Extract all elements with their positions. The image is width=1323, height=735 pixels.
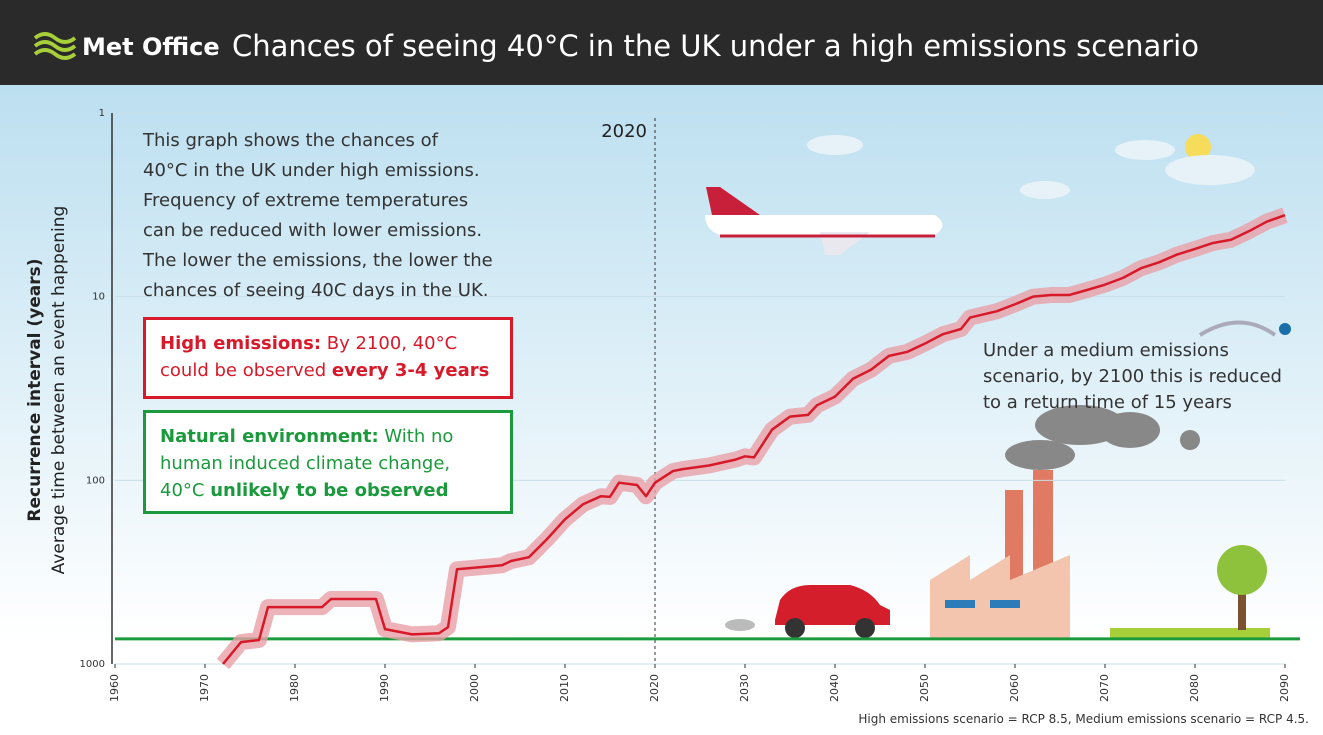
x-tick-label: 2010 — [558, 674, 571, 702]
x-tick-label: 2000 — [468, 674, 481, 702]
natural-box: Natural environment: With no human induc… — [143, 410, 513, 514]
note-line: Under a medium emissions — [983, 338, 1313, 364]
page: Met Office Chances of seeing 40°C in the… — [0, 0, 1323, 735]
description-line: can be reduced with lower emissions. — [143, 216, 533, 246]
x-tick-label: 2080 — [1188, 674, 1201, 702]
x-tick-label: 1960 — [108, 674, 121, 702]
x-tick-label: 1970 — [198, 674, 211, 702]
y-tick-label: 1 — [99, 108, 105, 119]
marker-label: 2020 — [601, 121, 647, 142]
medium-point — [1279, 323, 1291, 335]
x-tick-label: 2060 — [1008, 674, 1021, 702]
x-tick-label: 2030 — [738, 674, 751, 702]
logo-text: Met Office — [82, 33, 220, 61]
x-tick-label: 2050 — [918, 674, 931, 702]
description-line: chances of seeing 40C days in the UK. — [143, 276, 533, 306]
note-line: scenario, by 2100 this is reduced — [983, 364, 1313, 390]
high-box: High emissions: By 2100, 40°C could be o… — [143, 317, 513, 399]
description-line: Frequency of extreme temperatures — [143, 186, 533, 216]
box-text: unlikely to be observed — [210, 480, 448, 501]
x-tick-label: 2090 — [1278, 674, 1291, 702]
description-line: This graph shows the chances of — [143, 126, 533, 156]
note-line: to a return time of 15 years — [983, 390, 1313, 416]
y-axis-title: Recurrence interval (years) — [25, 258, 45, 521]
description-line: 40°C in the UK under high emissions. — [143, 156, 533, 186]
x-tick-label: 2070 — [1098, 674, 1111, 702]
y-axis-subtitle: Average time between an event happening — [49, 206, 69, 575]
x-tick-label: 2040 — [828, 674, 841, 702]
box-text: every 3-4 years — [332, 360, 490, 381]
footnote: High emissions scenario = RCP 8.5, Mediu… — [858, 712, 1309, 726]
box-text: Natural environment: — [160, 426, 379, 447]
y-tick-label: 10 — [92, 292, 105, 303]
y-tick-label: 1000 — [80, 659, 105, 670]
title: Chances of seeing 40°C in the UK under a… — [232, 29, 1199, 63]
x-tick-label: 1980 — [288, 674, 301, 702]
x-tick-label: 2020 — [648, 674, 661, 702]
box-text: High emissions: — [160, 333, 321, 354]
description-line: The lower the emissions, the lower the — [143, 246, 533, 276]
x-tick-label: 1990 — [378, 674, 391, 702]
y-tick-label: 100 — [86, 475, 105, 486]
